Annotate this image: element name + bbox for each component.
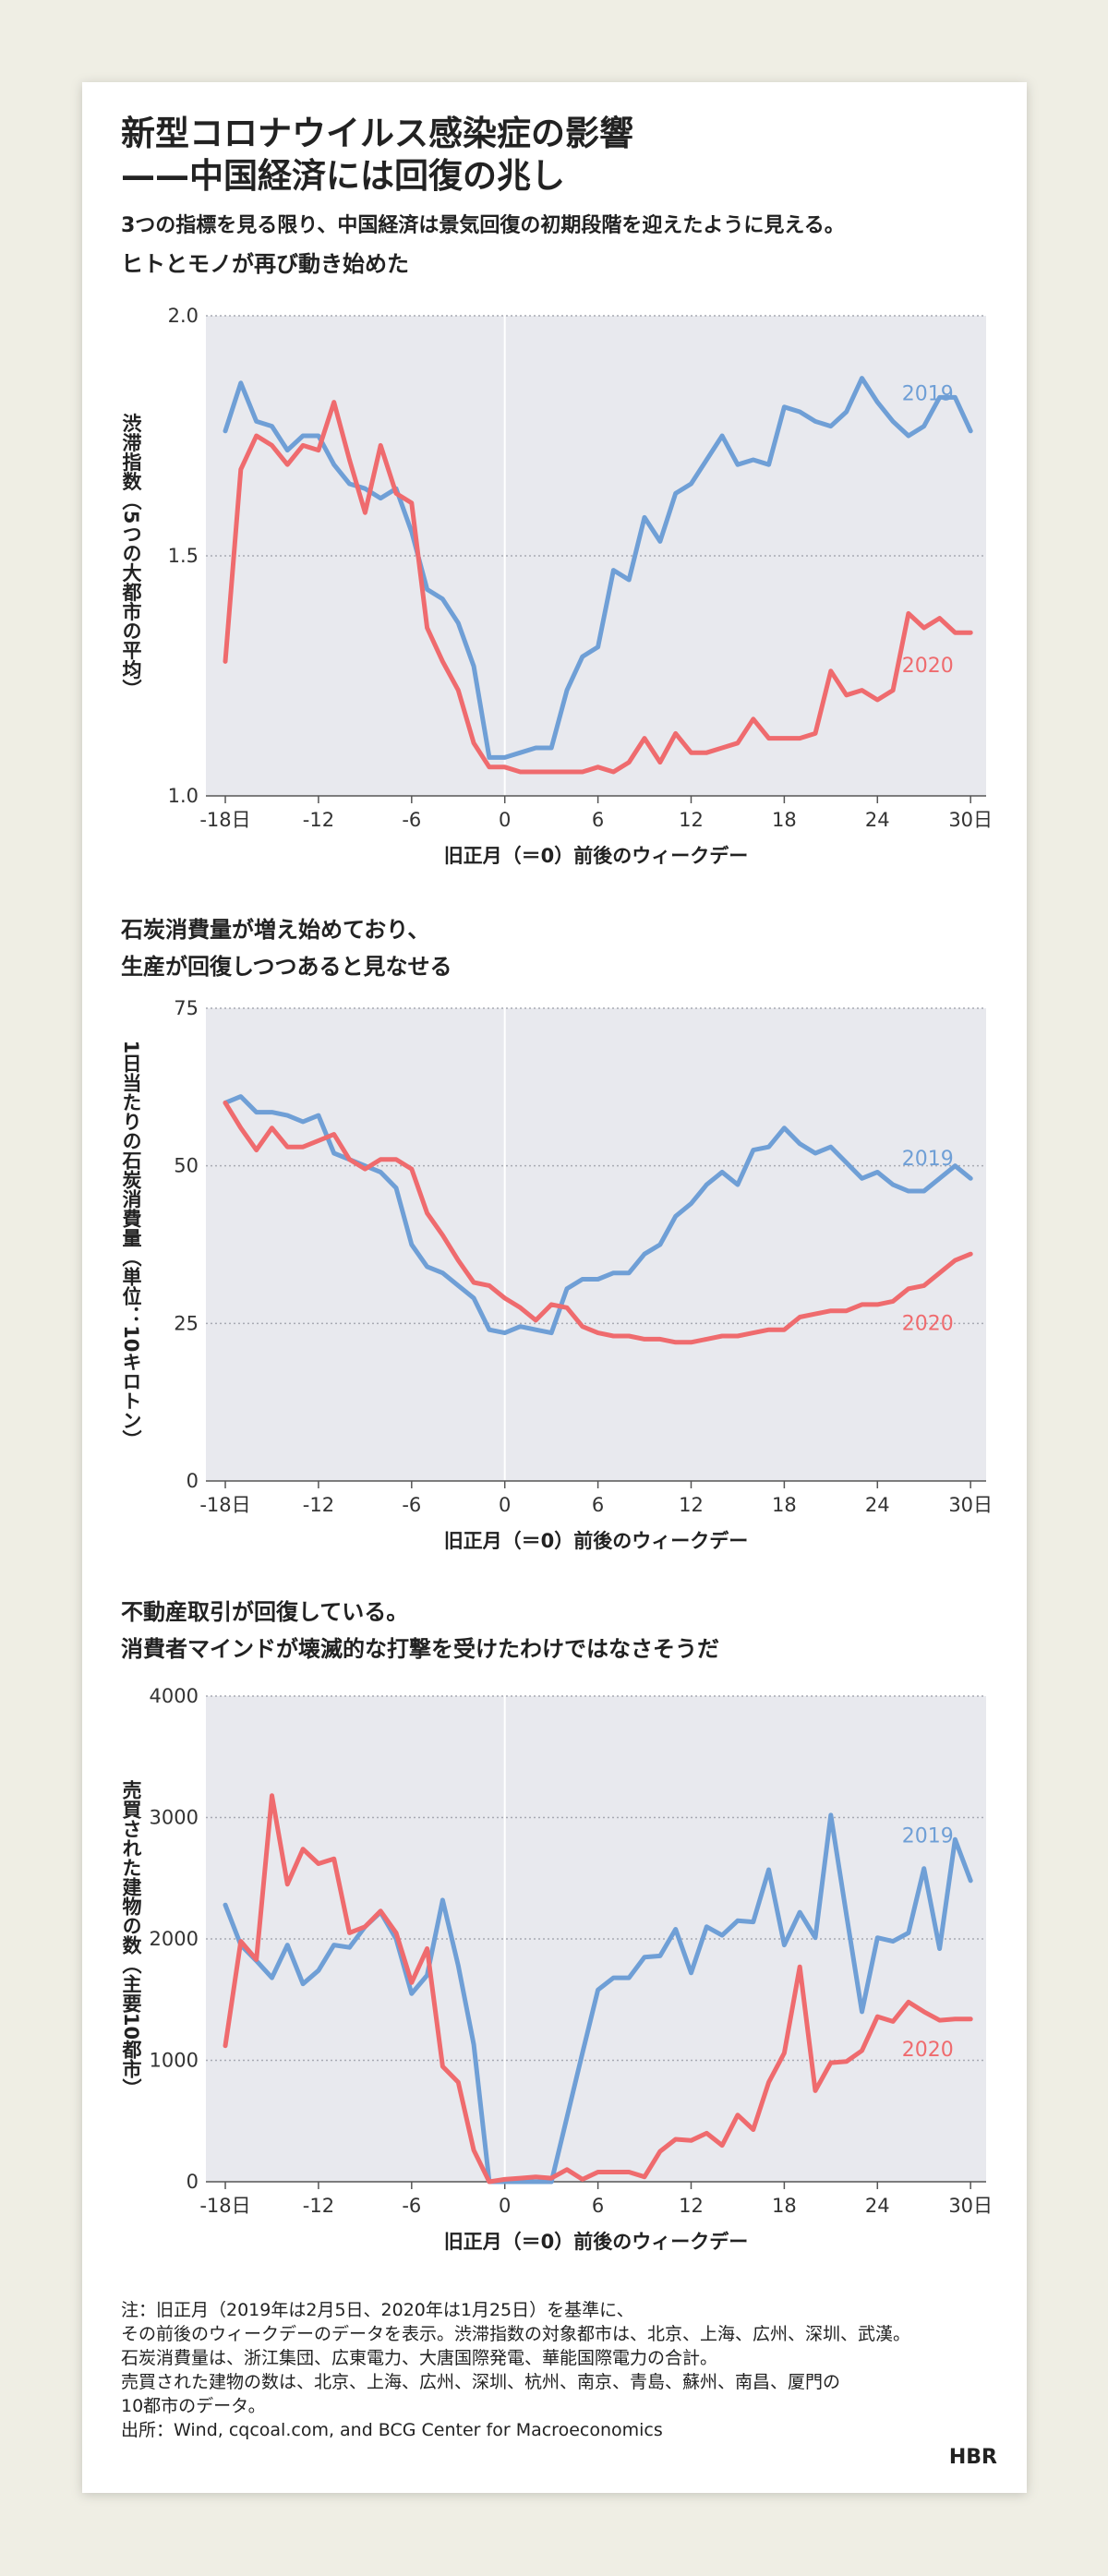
x-tick-label: 30日 [948, 809, 993, 831]
title: ——中国経済には回復の兆し [121, 156, 565, 196]
x-tick-label: -12 [303, 1494, 334, 1516]
x-tick-label: -18日 [199, 2195, 250, 2217]
x-tick-label: 0 [499, 2195, 511, 2217]
y-tick-label: 1.0 [168, 785, 199, 807]
y-tick-label: 1000 [150, 2050, 199, 2072]
note: 売買された建物の数は、北京、上海、広州、深圳、杭州、南京、青島、蘇州、南昌、厦門… [121, 2372, 840, 2392]
x-tick-label: -18日 [199, 1494, 250, 1516]
note: 注：旧正月（2019年は2月5日、2020年は1月25日）を基準に、 [121, 2300, 634, 2320]
x-tick-label: 30日 [948, 2195, 993, 2217]
legend-label: 2020 [902, 2039, 954, 2062]
y-tick-label: 0 [187, 1470, 199, 1492]
x-tick-label: 6 [592, 2195, 604, 2217]
x-tick-label: 12 [679, 1494, 704, 1516]
x-tick-label: -6 [402, 809, 421, 831]
plot-area [206, 1008, 986, 1481]
x-axis-label: 旧正月（＝0）前後のウィークデー [444, 2231, 749, 2253]
y-tick-label: 0 [187, 2171, 199, 2193]
y-tick-label: 50 [174, 1155, 199, 1177]
y-tick-label: 3000 [150, 1807, 199, 1829]
x-tick-label: 12 [679, 2195, 704, 2217]
x-tick-label: 0 [499, 1494, 511, 1516]
x-tick-label: 18 [772, 1494, 797, 1516]
legend-label: 2019 [902, 1148, 954, 1171]
legend-label: 2020 [902, 655, 954, 678]
x-tick-label: 0 [499, 809, 511, 831]
series-line [223, 1100, 973, 1345]
source: 出所：Wind, cqcoal.com, and BCG Center for … [121, 2420, 663, 2440]
series-line [223, 1793, 973, 2185]
y-axis-label: 渋滞指数（5つの大都市の平均） [120, 414, 143, 699]
y-axis-label: 売買された建物の数（主要10都市） [120, 1780, 143, 2098]
x-axis-label: 旧正月（＝0）前後のウィークデー [444, 1530, 749, 1552]
logo: HBR [949, 2446, 997, 2469]
chart-title: 石炭消費量が増え始めており、 [120, 917, 429, 943]
series-line [223, 400, 973, 775]
legend-label: 2020 [902, 1312, 954, 1335]
note: その前後のウィークデーのデータを表示。渋滞指数の対象都市は、北京、上海、広州、深… [121, 2324, 910, 2344]
series-line [223, 1812, 973, 2185]
x-tick-label: -6 [402, 2195, 421, 2217]
x-tick-label: -12 [303, 809, 334, 831]
x-tick-label: 12 [679, 809, 704, 831]
x-tick-label: -12 [303, 2195, 334, 2217]
x-axis-label: 旧正月（＝0）前後のウィークデー [444, 845, 749, 867]
y-tick-label: 25 [174, 1312, 199, 1334]
y-axis-label: 1日当たりの石炭消費量（単位：10キロトン） [120, 1041, 143, 1450]
x-tick-label: 6 [592, 809, 604, 831]
subtitle: 3つの指標を見る限り、中国経済は景気回復の初期段階を迎えたように見える。 [121, 213, 845, 237]
x-tick-label: 6 [592, 1494, 604, 1516]
legend-label: 2019 [902, 383, 954, 406]
legend-label: 2019 [902, 1825, 954, 1848]
chart-title: 不動産取引が回復している。 [121, 1599, 408, 1625]
y-tick-label: 2.0 [168, 305, 199, 327]
y-tick-label: 75 [174, 997, 199, 1019]
note: 10都市のデータ。 [121, 2396, 266, 2416]
x-tick-label: 30日 [948, 1494, 993, 1516]
y-tick-label: 2000 [150, 1928, 199, 1950]
x-tick-label: -18日 [199, 809, 250, 831]
note: 石炭消費量は、浙江集団、広東電力、大唐国際発電、華能国際電力の合計。 [121, 2348, 717, 2368]
x-tick-label: 24 [865, 2195, 890, 2217]
series-line [223, 376, 973, 760]
x-tick-label: 18 [772, 809, 797, 831]
x-tick-label: 18 [772, 2195, 797, 2217]
y-tick-label: 1.5 [168, 545, 199, 567]
y-tick-label: 4000 [150, 1685, 199, 1707]
chart-title: 生産が回復しつつあると見なせる [121, 954, 452, 980]
x-tick-label: -6 [402, 1494, 421, 1516]
x-tick-label: 24 [865, 1494, 890, 1516]
title: 新型コロナウイルス感染症の影響 [121, 114, 633, 153]
x-tick-label: 24 [865, 809, 890, 831]
chart-title: ヒトとモノが再び動き始めた [121, 251, 409, 277]
chart-title: 消費者マインドが壊滅的な打撃を受けたわけではなさそうだ [121, 1636, 719, 1662]
